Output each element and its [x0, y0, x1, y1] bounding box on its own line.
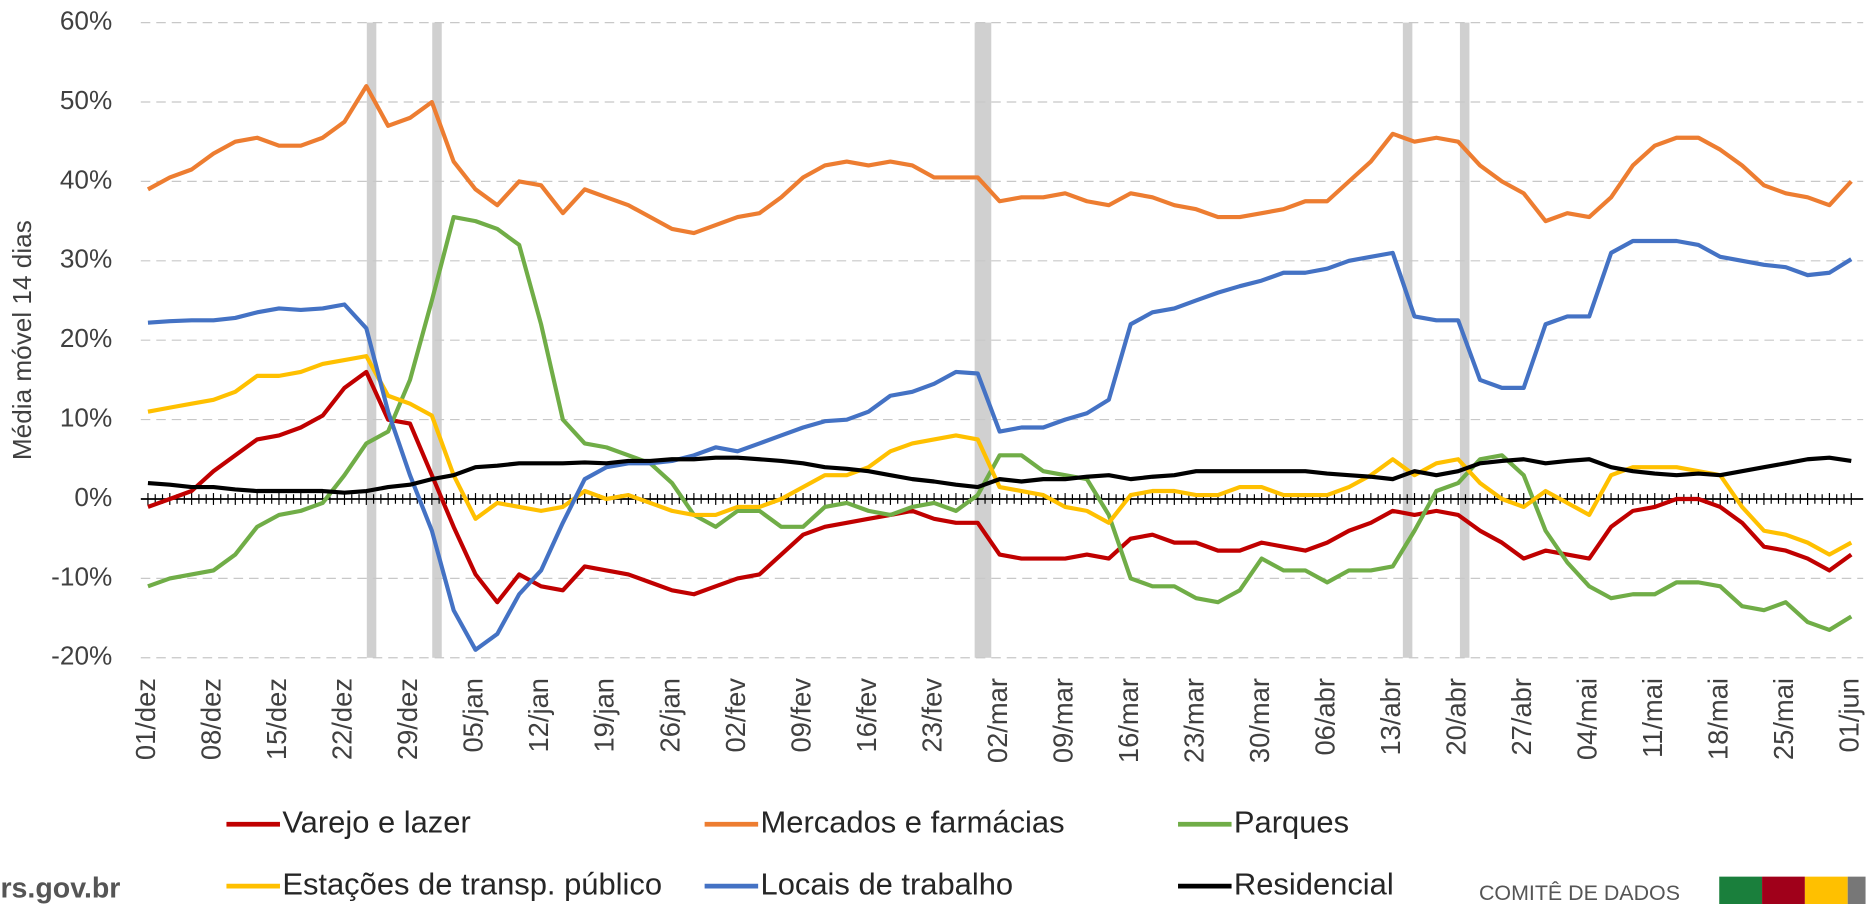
y-axis-label: Média móvel 14 dias: [7, 220, 37, 460]
x-tick-label: 16/fev: [851, 678, 882, 753]
x-tick-label: 25/mai: [1768, 678, 1799, 760]
y-tick-label: 40%: [60, 164, 112, 194]
footer-committee: COMITÊ DE DADOS: [1479, 880, 1680, 904]
x-tick-label: 02/fev: [720, 678, 751, 753]
x-tick-label: 16/mar: [1113, 678, 1144, 763]
y-tick-label: -10%: [51, 561, 112, 591]
y-tick-label: 60%: [60, 6, 112, 36]
series-line: [147, 214, 1853, 633]
holiday-band: [1402, 22, 1413, 658]
x-tick-label: 08/dez: [196, 678, 227, 760]
footer-site: rs.gov.br: [0, 872, 120, 904]
x-tick-label: 12/jan: [523, 678, 554, 753]
series-line: [147, 354, 1853, 557]
x-tick-label: 09/mar: [1047, 678, 1078, 763]
y-tick-label: 10%: [60, 402, 112, 432]
y-tick-label: 0%: [74, 482, 112, 512]
x-tick-label: 26/jan: [654, 678, 685, 753]
x-tick-label: 09/fev: [785, 678, 816, 753]
legend-label: Residencial: [1234, 866, 1394, 901]
y-tick-label: 20%: [60, 323, 112, 353]
x-tick-label: 27/abr: [1506, 678, 1537, 756]
x-tick-label: 13/abr: [1375, 678, 1406, 756]
x-tick-label: 18/mai: [1702, 678, 1733, 760]
logo-block: [1762, 876, 1805, 904]
logo-block: [1847, 876, 1866, 904]
series-line: [147, 455, 1852, 495]
x-tick-label: 05/jan: [458, 678, 489, 753]
x-tick-label: 19/jan: [589, 678, 620, 753]
series-line: [146, 84, 1853, 236]
y-tick-label: -20%: [51, 641, 112, 671]
x-tick-label: 23/mar: [1178, 678, 1209, 763]
x-tick-label: 30/mar: [1244, 678, 1275, 763]
legend-label: Estações de transp. público: [282, 866, 662, 901]
x-tick-label: 04/mai: [1571, 678, 1602, 760]
legend-label: Varejo e lazer: [282, 804, 470, 839]
x-tick-label: 01/dez: [130, 678, 161, 760]
x-tick-label: 23/fev: [916, 678, 947, 753]
logo-block: [1719, 876, 1763, 904]
x-tick-label: 02/mar: [982, 678, 1013, 763]
legend-label: Locais de trabalho: [761, 866, 1014, 901]
x-tick-label: 01/jun: [1833, 678, 1864, 753]
x-tick-label: 06/abr: [1309, 678, 1340, 756]
x-tick-label: 22/dez: [327, 678, 358, 760]
x-tick-label: 11/mai: [1637, 678, 1668, 758]
legend-label: Parques: [1234, 804, 1349, 839]
series-line: [147, 369, 1853, 605]
x-tick-label: 15/dez: [261, 678, 292, 760]
series-line: [147, 238, 1853, 652]
y-tick-label: 50%: [60, 85, 112, 115]
legend-label: Mercados e farmácias: [761, 804, 1065, 839]
x-tick-label: 20/abr: [1440, 678, 1471, 756]
x-tick-label: 29/dez: [392, 678, 423, 760]
y-tick-label: 30%: [60, 244, 112, 274]
logo-block: [1804, 876, 1848, 904]
